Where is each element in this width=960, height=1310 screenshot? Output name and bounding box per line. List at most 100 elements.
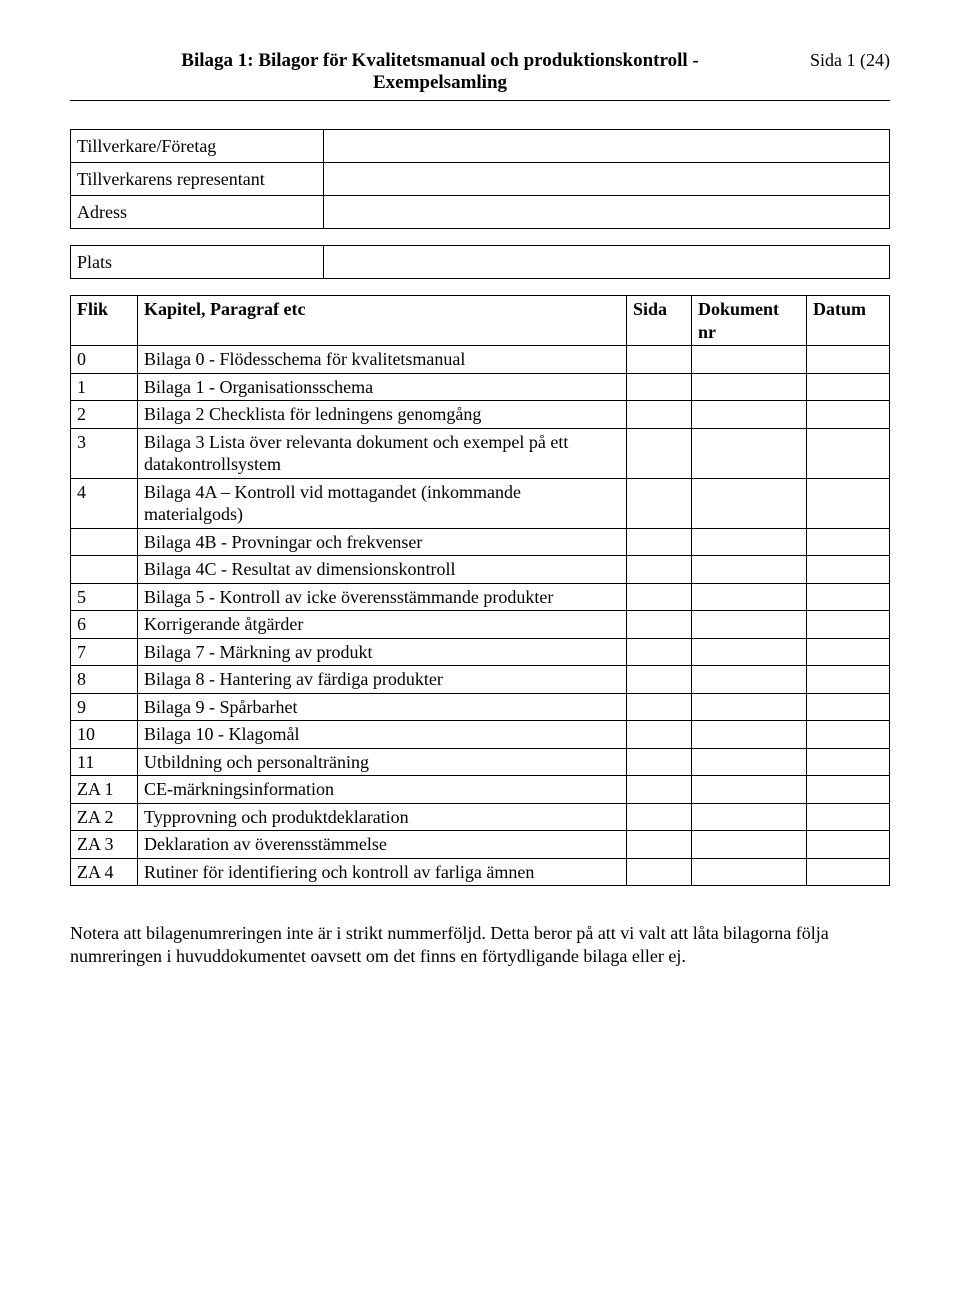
cell-flik: 11 — [71, 748, 138, 776]
info-table-2: Plats — [70, 245, 890, 279]
cell-sida — [627, 478, 692, 528]
table-row: Bilaga 4C - Resultat av dimensionskontro… — [71, 556, 890, 584]
cell-datum — [807, 478, 890, 528]
cell-dokument — [692, 748, 807, 776]
cell-dokument — [692, 373, 807, 401]
table-row: 0Bilaga 0 - Flödesschema för kvalitetsma… — [71, 346, 890, 374]
cell-flik: ZA 3 — [71, 831, 138, 859]
cell-flik: 6 — [71, 611, 138, 639]
cell-kapitel: Korrigerande åtgärder — [138, 611, 627, 639]
cell-dokument — [692, 528, 807, 556]
table-row: ZA 2Typprovning och produktdeklaration — [71, 803, 890, 831]
cell-kapitel: Bilaga 2 Checklista för ledningens genom… — [138, 401, 627, 429]
cell-datum — [807, 401, 890, 429]
col-header-kapitel: Kapitel, Paragraf etc — [138, 296, 627, 346]
table-row: ZA 1CE-märkningsinformation — [71, 776, 890, 804]
cell-dokument — [692, 803, 807, 831]
cell-datum — [807, 638, 890, 666]
cell-flik: 1 — [71, 373, 138, 401]
cell-kapitel: Typprovning och produktdeklaration — [138, 803, 627, 831]
cell-kapitel: Bilaga 4B - Provningar och frekvenser — [138, 528, 627, 556]
cell-sida — [627, 528, 692, 556]
cell-sida — [627, 638, 692, 666]
cell-flik: 8 — [71, 666, 138, 694]
table-row: 8Bilaga 8 - Hantering av färdiga produkt… — [71, 666, 890, 694]
cell-flik: 2 — [71, 401, 138, 429]
cell-datum — [807, 721, 890, 749]
cell-sida — [627, 748, 692, 776]
cell-kapitel: Bilaga 0 - Flödesschema för kvalitetsman… — [138, 346, 627, 374]
cell-datum — [807, 346, 890, 374]
title-line2: Exempelsamling — [373, 72, 507, 93]
table-row: ZA 3Deklaration av överensstämmelse — [71, 831, 890, 859]
cell-sida — [627, 721, 692, 749]
cell-sida — [627, 373, 692, 401]
table-row: Bilaga 4B - Provningar och frekvenser — [71, 528, 890, 556]
info-value — [324, 246, 890, 279]
cell-sida — [627, 858, 692, 886]
cell-dokument — [692, 556, 807, 584]
info-label-address: Adress — [71, 196, 324, 229]
header-title: Bilaga 1: Bilagor för Kvalitetsmanual oc… — [70, 50, 810, 94]
table-row: 7Bilaga 7 - Märkning av produkt — [71, 638, 890, 666]
contents-table: Flik Kapitel, Paragraf etc Sida Dokument… — [70, 295, 890, 886]
page-header: Bilaga 1: Bilagor för Kvalitetsmanual oc… — [70, 50, 890, 94]
info-label-place: Plats — [71, 246, 324, 279]
info-label-representative: Tillverkarens representant — [71, 163, 324, 196]
cell-datum — [807, 583, 890, 611]
cell-kapitel: Bilaga 4A – Kontroll vid mottagandet (in… — [138, 478, 627, 528]
info-value — [324, 196, 890, 229]
cell-dokument — [692, 831, 807, 859]
cell-dokument — [692, 611, 807, 639]
cell-dokument — [692, 666, 807, 694]
cell-dokument — [692, 638, 807, 666]
cell-sida — [627, 831, 692, 859]
info-value — [324, 130, 890, 163]
cell-dokument — [692, 583, 807, 611]
cell-sida — [627, 346, 692, 374]
cell-kapitel: Bilaga 4C - Resultat av dimensionskontro… — [138, 556, 627, 584]
cell-kapitel: CE-märkningsinformation — [138, 776, 627, 804]
cell-datum — [807, 803, 890, 831]
header-rule — [70, 100, 890, 101]
cell-kapitel: Bilaga 10 - Klagomål — [138, 721, 627, 749]
cell-flik: 9 — [71, 693, 138, 721]
cell-datum — [807, 528, 890, 556]
cell-sida — [627, 583, 692, 611]
table-row: 6Korrigerande åtgärder — [71, 611, 890, 639]
cell-kapitel: Utbildning och personalträning — [138, 748, 627, 776]
cell-flik: ZA 4 — [71, 858, 138, 886]
cell-dokument — [692, 428, 807, 478]
cell-datum — [807, 428, 890, 478]
cell-flik: 5 — [71, 583, 138, 611]
title-line1: Bilaga 1: Bilagor för Kvalitetsmanual oc… — [181, 50, 698, 71]
cell-datum — [807, 556, 890, 584]
cell-datum — [807, 776, 890, 804]
cell-sida — [627, 611, 692, 639]
table-row: ZA 4Rutiner för identifiering och kontro… — [71, 858, 890, 886]
table-row: 9Bilaga 9 - Spårbarhet — [71, 693, 890, 721]
cell-kapitel: Bilaga 3 Lista över relevanta dokument o… — [138, 428, 627, 478]
cell-kapitel: Bilaga 9 - Spårbarhet — [138, 693, 627, 721]
cell-kapitel: Bilaga 1 - Organisationsschema — [138, 373, 627, 401]
info-value — [324, 163, 890, 196]
cell-dokument — [692, 346, 807, 374]
cell-kapitel: Bilaga 7 - Märkning av produkt — [138, 638, 627, 666]
cell-sida — [627, 428, 692, 478]
table-row: 1Bilaga 1 - Organisationsschema — [71, 373, 890, 401]
cell-sida — [627, 693, 692, 721]
col-header-dokument: Dokument nr — [692, 296, 807, 346]
cell-flik: ZA 2 — [71, 803, 138, 831]
cell-dokument — [692, 478, 807, 528]
table-row: 10Bilaga 10 - Klagomål — [71, 721, 890, 749]
cell-datum — [807, 611, 890, 639]
cell-flik — [71, 556, 138, 584]
cell-kapitel: Bilaga 8 - Hantering av färdiga produkte… — [138, 666, 627, 694]
page-number: Sida 1 (24) — [810, 50, 890, 71]
cell-flik — [71, 528, 138, 556]
col-header-datum: Datum — [807, 296, 890, 346]
cell-sida — [627, 666, 692, 694]
cell-flik: 7 — [71, 638, 138, 666]
cell-datum — [807, 831, 890, 859]
cell-dokument — [692, 858, 807, 886]
